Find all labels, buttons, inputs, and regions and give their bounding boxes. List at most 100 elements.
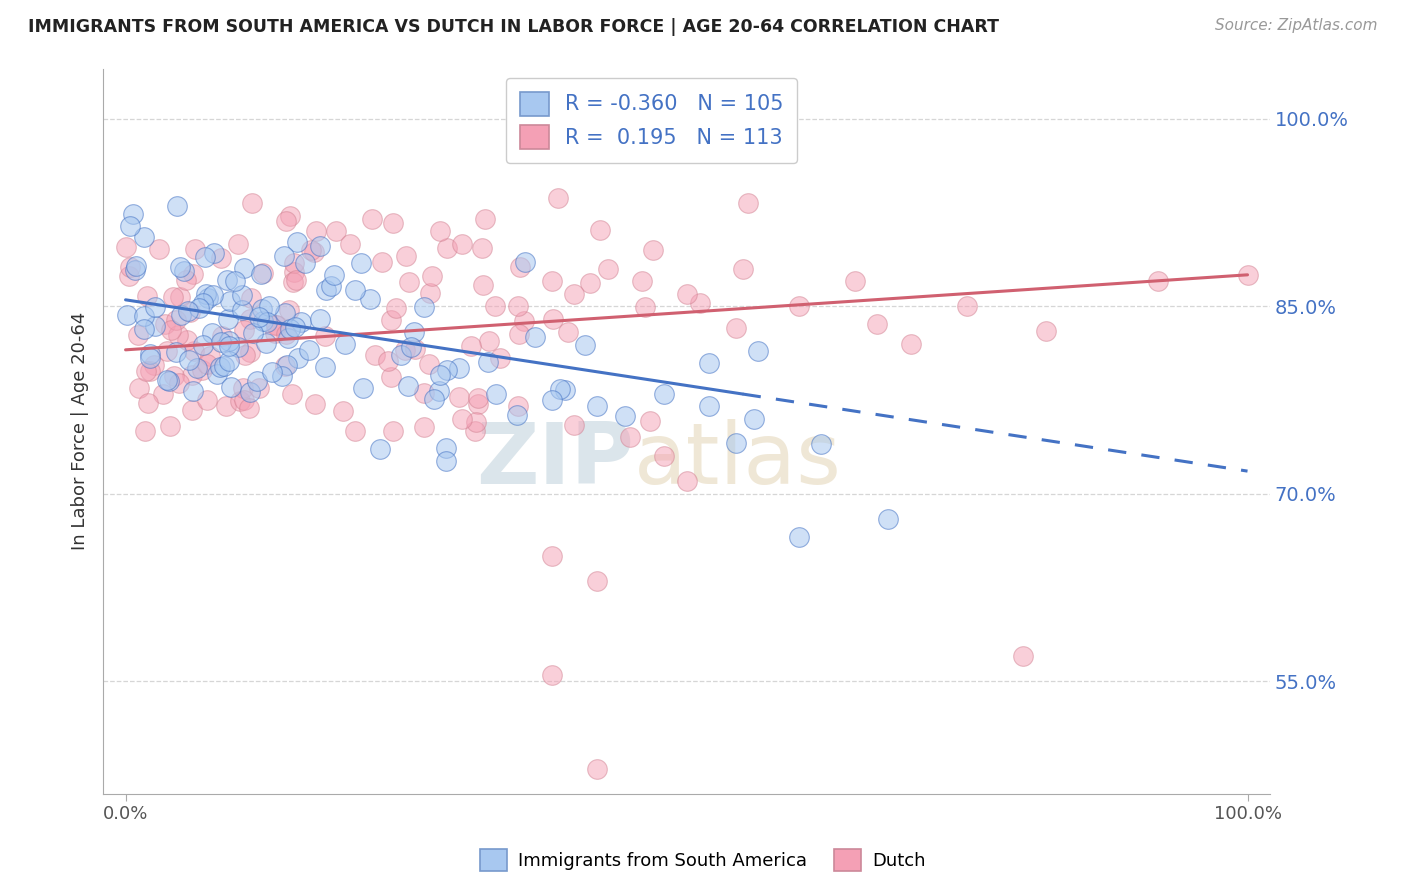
Point <box>488 351 510 366</box>
Point <box>274 326 297 341</box>
Point <box>200 349 222 363</box>
Point <box>380 313 402 327</box>
Point <box>143 300 166 314</box>
Legend: R = -0.360   N = 105, R =  0.195   N = 113: R = -0.360 N = 105, R = 0.195 N = 113 <box>506 78 797 162</box>
Point <box>277 303 299 318</box>
Point <box>725 435 748 450</box>
Text: Source: ZipAtlas.com: Source: ZipAtlas.com <box>1215 18 1378 33</box>
Point <box>309 311 332 326</box>
Point <box>508 399 530 413</box>
Point <box>485 386 508 401</box>
Point <box>352 381 374 395</box>
Point <box>451 411 474 425</box>
Point <box>284 320 307 334</box>
Point <box>429 368 451 382</box>
Point <box>547 191 569 205</box>
Point <box>578 277 600 291</box>
Point <box>209 251 232 265</box>
Point <box>124 263 146 277</box>
Point <box>127 327 149 342</box>
Point <box>404 325 426 339</box>
Point <box>238 401 260 415</box>
Point <box>731 261 754 276</box>
Point <box>143 318 166 333</box>
Point <box>183 267 205 281</box>
Point <box>335 337 357 351</box>
Point <box>191 337 214 351</box>
Point <box>218 334 240 348</box>
Point <box>508 299 530 313</box>
Point <box>371 255 394 269</box>
Point <box>152 387 174 401</box>
Point <box>231 302 253 317</box>
Point <box>557 326 579 340</box>
Point <box>596 261 619 276</box>
Point <box>232 380 254 394</box>
Point <box>191 363 214 377</box>
Point <box>132 230 155 244</box>
Point <box>187 301 209 315</box>
Legend: Immigrants from South America, Dutch: Immigrants from South America, Dutch <box>472 842 934 879</box>
Point <box>195 357 218 371</box>
Text: atlas: atlas <box>634 418 842 501</box>
Point <box>274 306 297 320</box>
Point <box>574 338 596 352</box>
Point <box>619 430 641 444</box>
Point <box>239 345 262 359</box>
Point <box>256 315 278 329</box>
Point <box>197 292 219 306</box>
Point <box>339 236 361 251</box>
Point <box>201 326 224 340</box>
Point <box>180 368 202 383</box>
Point <box>239 312 262 326</box>
Point <box>413 420 436 434</box>
Point <box>219 293 242 308</box>
Point <box>562 286 585 301</box>
Point <box>240 291 263 305</box>
Point <box>420 268 443 283</box>
Point <box>427 384 450 398</box>
Point <box>404 342 426 356</box>
Point <box>239 385 262 400</box>
Point <box>242 326 264 340</box>
Point <box>460 338 482 352</box>
Point <box>167 376 190 390</box>
Point <box>283 275 305 289</box>
Point <box>394 343 416 358</box>
Point <box>396 379 419 393</box>
Point <box>215 399 238 413</box>
Point <box>305 224 328 238</box>
Point <box>412 300 434 314</box>
Point <box>165 344 187 359</box>
Point <box>562 417 585 432</box>
Point <box>900 336 922 351</box>
Point <box>323 268 346 283</box>
Point <box>274 214 297 228</box>
Point <box>278 209 301 223</box>
Point <box>585 574 607 588</box>
Point <box>156 373 179 387</box>
Point <box>283 265 305 279</box>
Point <box>506 409 529 423</box>
Point <box>170 308 193 322</box>
Point <box>382 424 405 438</box>
Point <box>173 264 195 278</box>
Point <box>229 393 252 408</box>
Point <box>737 196 759 211</box>
Point <box>290 315 312 329</box>
Point <box>135 364 157 378</box>
Point <box>1236 268 1258 282</box>
Point <box>221 380 243 394</box>
Point <box>724 321 747 335</box>
Point <box>844 274 866 288</box>
Point <box>742 411 765 425</box>
Point <box>478 334 501 349</box>
Point <box>153 317 176 331</box>
Point <box>233 323 256 337</box>
Point <box>276 359 298 373</box>
Point <box>132 310 155 324</box>
Point <box>264 326 287 340</box>
Point <box>436 241 458 255</box>
Point <box>418 357 440 371</box>
Point <box>163 368 186 383</box>
